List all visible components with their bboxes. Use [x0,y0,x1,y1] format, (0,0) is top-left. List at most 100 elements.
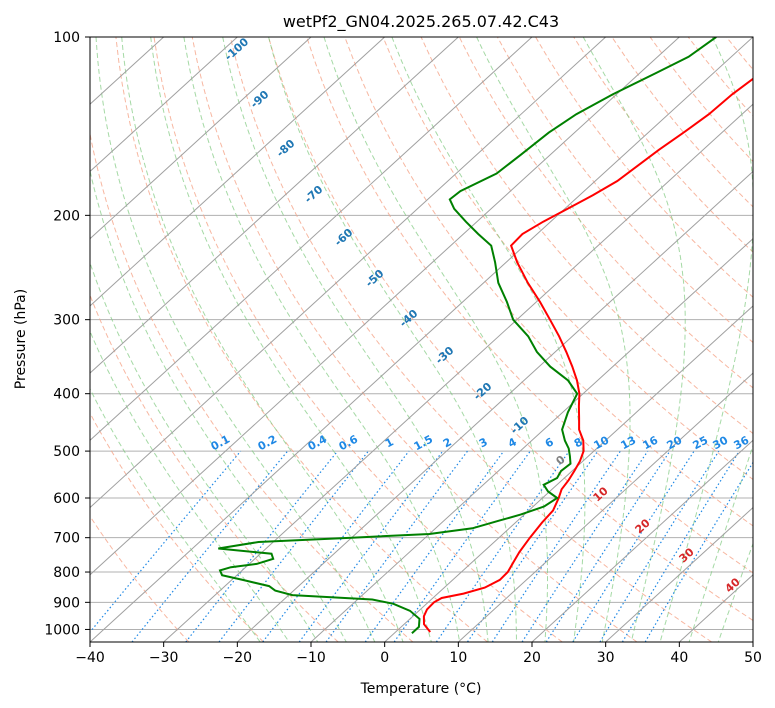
dry-adiabat-line [420,37,753,435]
moist-adiabat-line [582,37,686,642]
isotherm-line [90,37,386,307]
mixing-ratio-label: 3 [477,435,490,450]
y-tick-label: 400 [53,387,80,403]
mixing-ratio-label: 25 [691,434,711,453]
x-tick-label: −40 [75,650,105,666]
isotherm-line [90,37,459,374]
dewpoint-line [218,37,717,635]
mixing-ratio-label: 0.2 [256,433,279,454]
y-tick-label: 800 [53,565,80,581]
mixing-ratio-line [131,450,289,642]
mixing-ratio-label: 4 [506,435,519,450]
sounding-series [218,37,753,635]
isotherm-line [457,372,753,642]
x-axis-ticks: −40 −30 −20 −10 0 10 20 30 40 50 [75,642,762,666]
isotherm-line [90,37,533,442]
y-axis-label: Pressure (hPa) [13,289,29,389]
pressure-gridlines [90,37,753,630]
isotherm-label: -10 [508,414,532,437]
isotherm-label: -20 [471,380,495,403]
moist-adiabat-line [95,37,376,642]
mixing-ratio-line [218,450,369,642]
isotherm-line [752,641,753,642]
isotherm-label: -80 [274,137,298,160]
moist-adiabat-line [90,387,261,642]
mixing-ratio-label: 30 [711,433,731,452]
mixing-ratio-line [572,450,695,642]
isotherm-line [90,37,753,642]
isotherm-label: 0 [553,453,568,468]
isotherm-line [90,37,238,173]
isotherm-label: -50 [363,267,387,290]
mixing-ratio-lines [90,450,753,642]
mixing-ratio-line [545,450,671,642]
isotherm-line [605,506,753,642]
mixing-ratio-label: 16 [641,433,661,452]
x-tick-label: −20 [223,650,253,666]
mixing-ratio-line [90,450,242,633]
x-tick-label: 0 [380,650,389,666]
moist-adiabat-line [183,37,461,642]
y-tick-label: 600 [53,491,80,507]
isotherm-label: -30 [433,344,457,367]
mixing-ratio-line [298,450,444,642]
mixing-ratio-label: 36 [732,433,752,452]
isotherm-label: 30 [677,545,697,565]
isotherm-line [90,37,680,576]
mixing-ratio-label: 1 [383,435,396,450]
isotherm-line [90,37,607,509]
isotherm-line [531,439,753,642]
moist-adiabat-line [476,37,631,642]
moist-adiabat-line [150,37,432,642]
mixing-ratio-label: 6 [543,435,556,450]
dry-adiabat-line [765,37,775,642]
line-labels: -100-90-80-70-60-50-40-30-20-10010203040… [209,35,752,595]
isotherm-line [236,170,753,642]
x-tick-label: −30 [149,650,179,666]
mixing-ratio-line [621,450,740,642]
mixing-ratio-line [599,450,720,642]
mixing-ratio-label: 20 [665,433,685,452]
mixing-ratio-label: 0.4 [306,432,330,453]
isotherm-label: -100 [222,35,251,63]
dry-adiabat-line [306,37,753,574]
x-tick-label: −10 [296,650,326,666]
dry-adiabat-line [382,37,753,481]
mixing-ratio-line [325,450,468,642]
dry-adiabat-line [90,412,264,642]
y-tick-label: 200 [53,208,80,224]
moist-adiabats [90,37,753,642]
y-tick-label: 500 [53,444,80,460]
moist-adiabat-line [90,330,290,642]
y-tick-label: 900 [53,595,80,611]
mixing-ratio-label: 1.5 [412,433,435,454]
x-tick-label: 50 [744,650,762,666]
moist-adiabat-line [90,261,319,642]
isotherm-label: -70 [302,183,326,206]
mixing-ratio-line [185,450,339,642]
dry-adiabat-line [535,37,753,298]
moist-adiabat-line [323,37,548,642]
y-tick-label: 300 [53,313,80,329]
y-tick-label: 1000 [44,622,80,638]
plot-area: -100-90-80-70-60-50-40-30-20-10010203040… [90,35,775,642]
mixing-ratio-label: 10 [592,433,612,452]
plot-frame [89,36,754,643]
mixing-ratio-line [364,450,505,642]
dry-adiabat-line [687,37,753,117]
moist-adiabat-line [90,168,347,642]
x-tick-label: 40 [670,650,688,666]
dry-adiabat-line [153,37,563,642]
dry-adiabat-line [649,37,753,163]
isotherm-label: 40 [723,575,743,595]
mixing-ratio-line [466,450,599,642]
isotherm-line [90,37,312,240]
y-tick-label: 100 [53,30,80,46]
x-tick-label: 30 [597,650,615,666]
y-tick-label: 700 [53,531,80,547]
dry-adiabat-line [229,37,712,642]
moist-adiabat-line [659,37,753,642]
dry-adiabat-line [268,37,753,622]
isotherm-line [310,237,753,642]
